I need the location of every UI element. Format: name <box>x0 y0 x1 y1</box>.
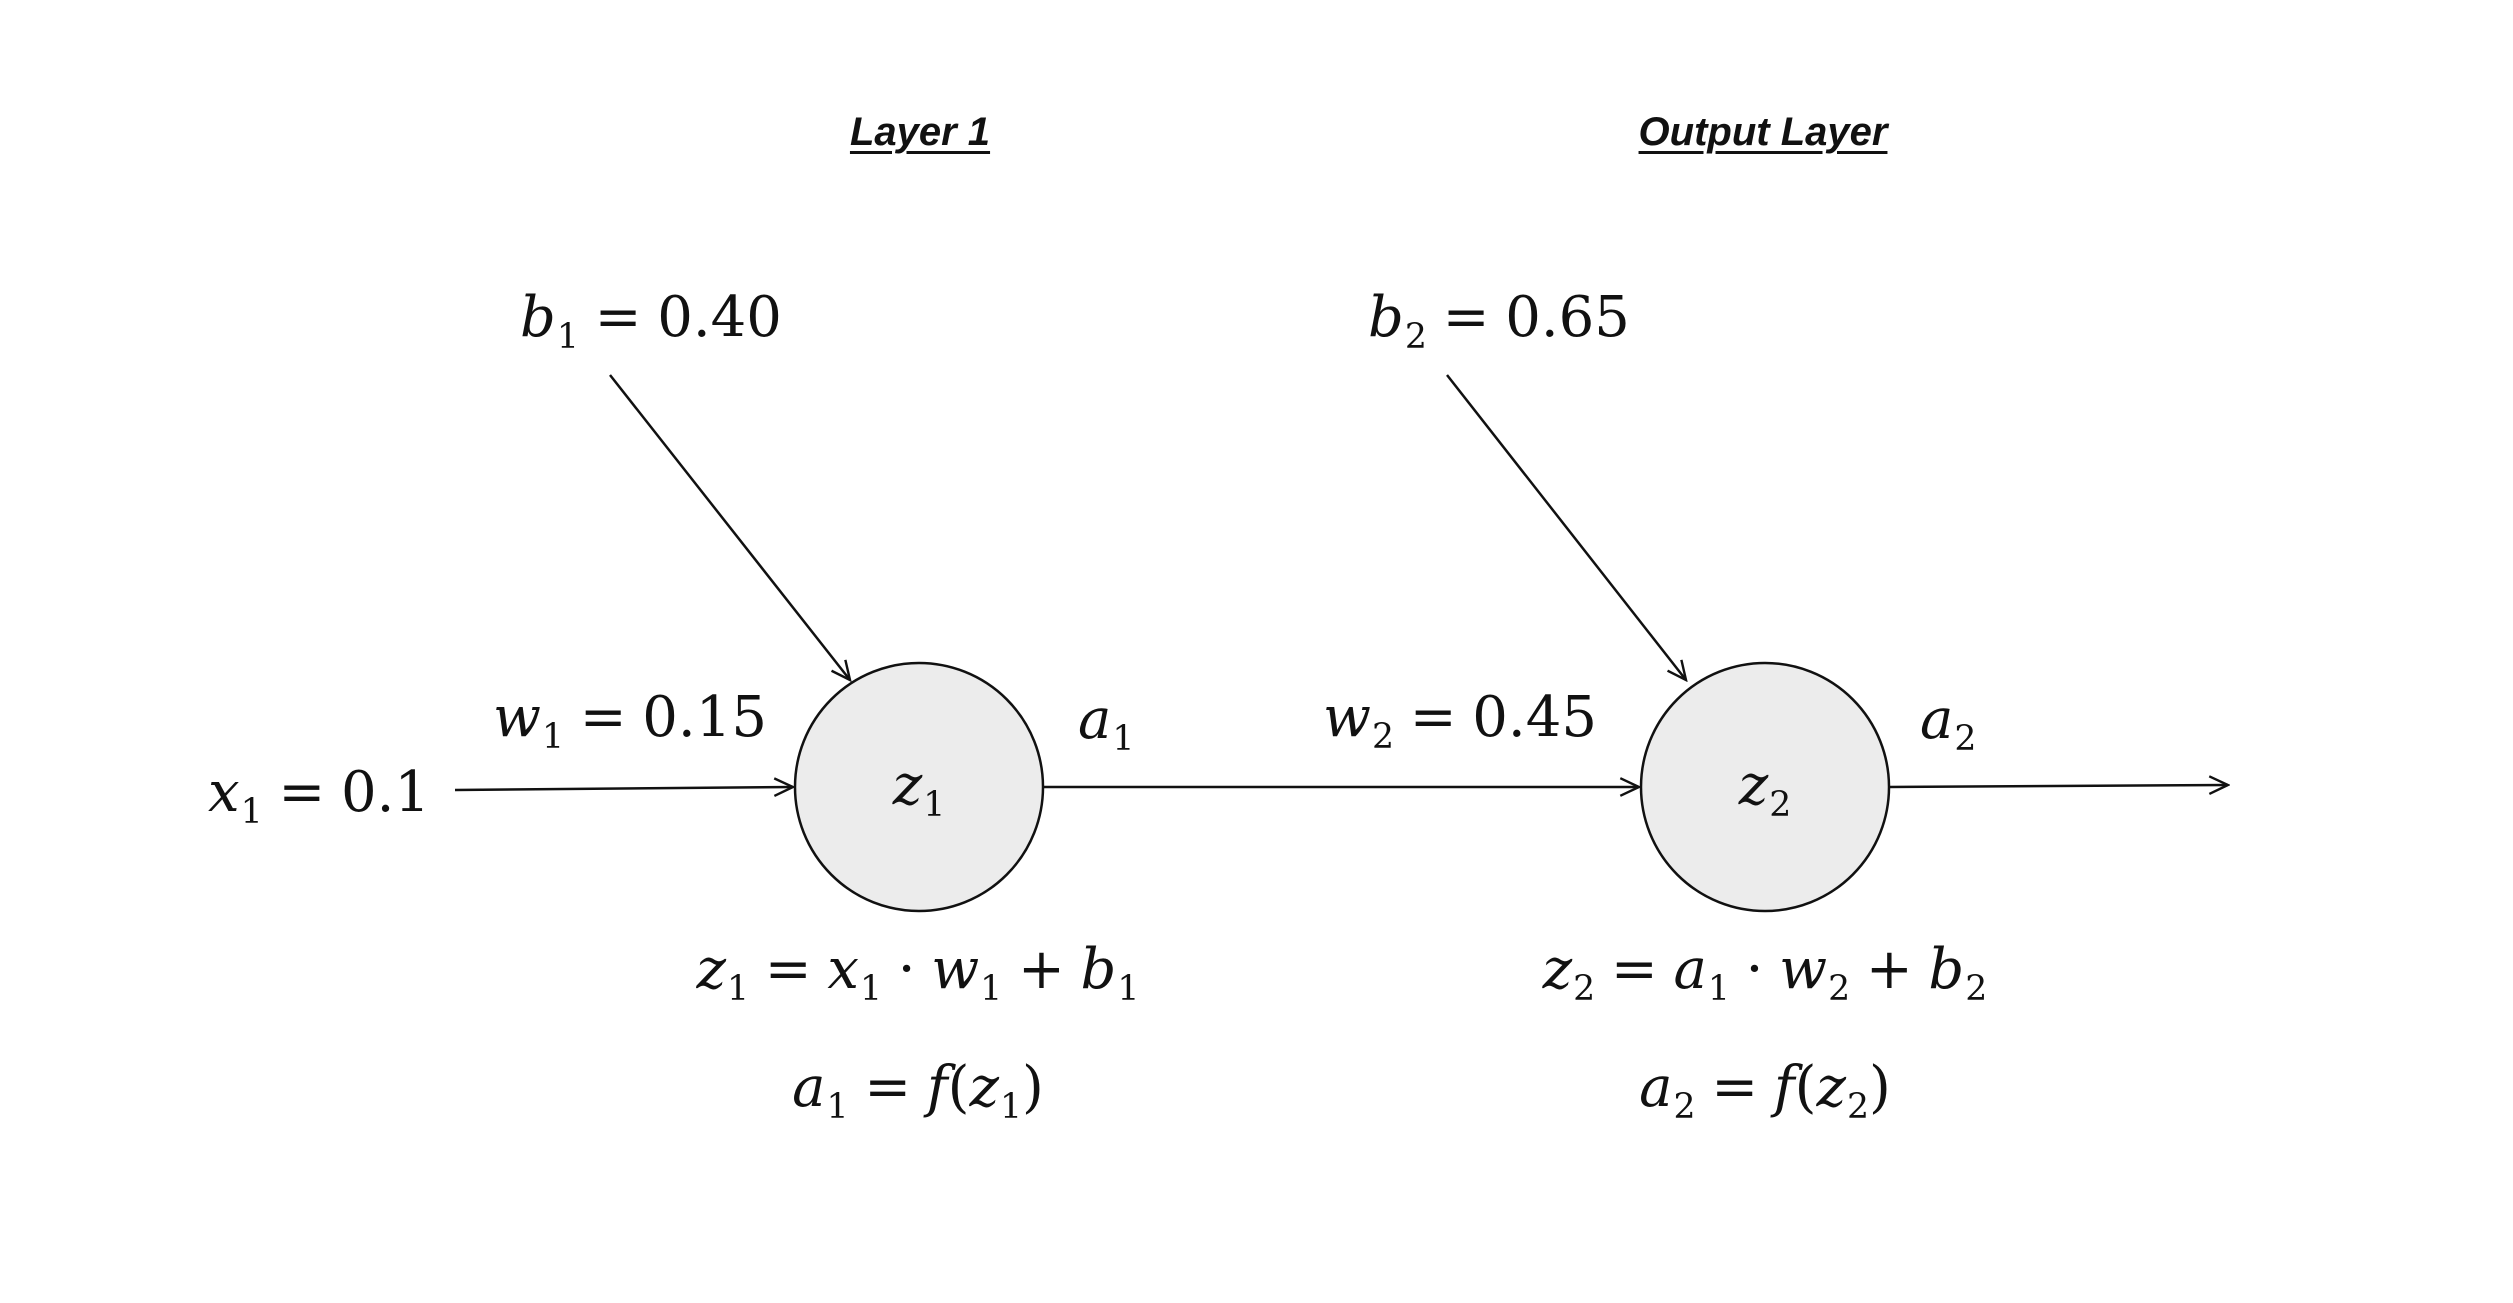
output-layer-heading: Output Layer <box>1638 110 1888 154</box>
neuron-output <box>1639 661 1891 913</box>
input-label: x1 = 0.1 <box>208 760 431 833</box>
bias1-arrow <box>609 374 850 680</box>
output-arrow <box>1888 785 2228 787</box>
output-activation-formula: a2 = f(z2) <box>1639 1055 1891 1128</box>
input-arrow <box>454 787 793 790</box>
weight1-label: w1 = 0.15 <box>493 685 767 758</box>
bias2-arrow <box>1446 374 1686 680</box>
output-sum-formula: z2 = a1 · w2 + b2 <box>1542 937 1988 1010</box>
bias1-label: b1 = 0.40 <box>520 285 782 358</box>
weight2-label: w2 = 0.45 <box>1323 685 1597 758</box>
layer1-activation-formula: a1 = f(z1) <box>792 1055 1044 1128</box>
bias2-label: b2 = 0.65 <box>1368 285 1630 358</box>
activation1-label: a1 <box>1078 687 1135 760</box>
neuron-output-label: z2 <box>1738 753 1792 826</box>
layer1-heading: Layer 1 <box>849 110 991 154</box>
layer1-sum-formula: z1 = x1 · w1 + b1 <box>696 937 1140 1010</box>
neuron-layer1-label: z1 <box>892 753 946 826</box>
neuron-layer1 <box>793 661 1045 913</box>
activation2-label: a2 <box>1920 687 1977 760</box>
